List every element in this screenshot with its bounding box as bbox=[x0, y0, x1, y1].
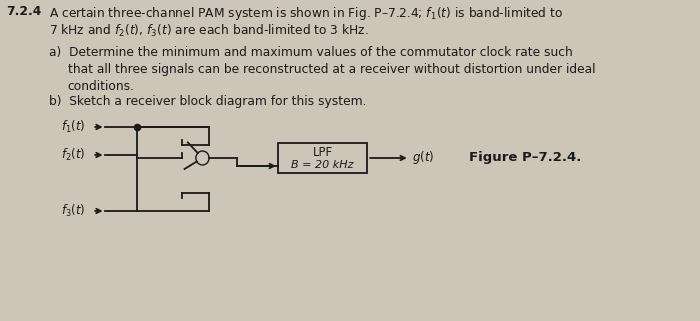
Text: Figure P–7.2.4.: Figure P–7.2.4. bbox=[469, 152, 581, 164]
Text: 7 kHz and $f_2(t)$, $f_3(t)$ are each band-limited to 3 kHz.: 7 kHz and $f_2(t)$, $f_3(t)$ are each ba… bbox=[49, 23, 369, 39]
Text: $f_2(t)$: $f_2(t)$ bbox=[61, 147, 85, 163]
Text: a)  Determine the minimum and maximum values of the commutator clock rate such: a) Determine the minimum and maximum val… bbox=[49, 46, 573, 59]
Text: conditions.: conditions. bbox=[68, 80, 135, 93]
Text: LPF: LPF bbox=[312, 146, 332, 160]
Text: b)  Sketch a receiver block diagram for this system.: b) Sketch a receiver block diagram for t… bbox=[49, 95, 367, 108]
Text: A certain three-channel PAM system is shown in Fig. P–7.2.4; $f_1(t)$ is band-li: A certain three-channel PAM system is sh… bbox=[49, 5, 563, 22]
Bar bbox=[278, 143, 368, 173]
Text: that all three signals can be reconstructed at a receiver without distortion und: that all three signals can be reconstruc… bbox=[68, 63, 595, 76]
Text: $g(t)$: $g(t)$ bbox=[412, 150, 435, 167]
Text: B = 20 kHz: B = 20 kHz bbox=[291, 160, 354, 170]
Text: 7.2.4: 7.2.4 bbox=[6, 5, 42, 18]
Text: $f_1(t)$: $f_1(t)$ bbox=[61, 119, 85, 135]
Text: $f_3(t)$: $f_3(t)$ bbox=[61, 203, 85, 219]
